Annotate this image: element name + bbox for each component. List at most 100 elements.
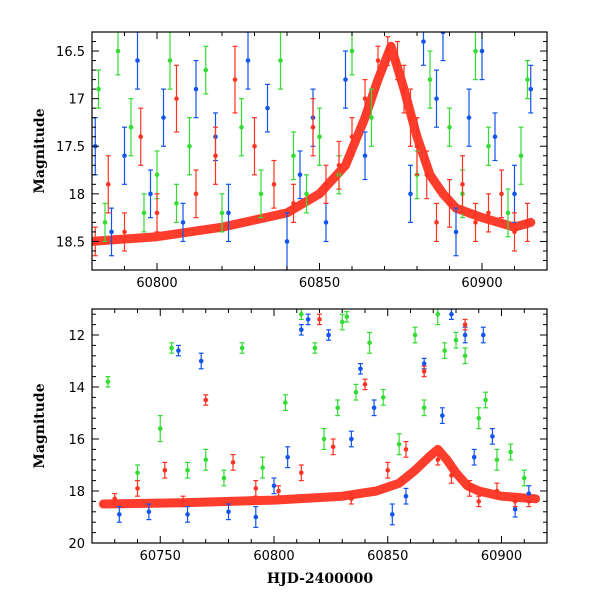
bottom-data-point-blue bbox=[305, 313, 311, 326]
top-data-point-red bbox=[473, 202, 478, 243]
top-data-point-green bbox=[291, 131, 296, 181]
top-data-point-blue bbox=[161, 88, 166, 147]
top-data-point-green bbox=[203, 45, 209, 95]
bottom-data-point-red bbox=[467, 480, 473, 497]
bottom-data-point-blue bbox=[198, 352, 204, 370]
top-data-point-red bbox=[375, 45, 381, 76]
top-data-point-red bbox=[385, 36, 391, 66]
top-light-curve-panel: 60800 60850 60900 16.5 17 17.5 18 18.5 Magnitud… bbox=[32, 31, 548, 291]
bottom-data-point-red bbox=[476, 495, 482, 508]
bottom-data-point-blue bbox=[226, 503, 231, 521]
bottom-data-point-red bbox=[462, 318, 468, 331]
bottom-data-point-green bbox=[135, 464, 140, 482]
top-data-point-red bbox=[512, 212, 517, 252]
bottom-data-point-red bbox=[317, 313, 322, 326]
bottom-data-point-blue bbox=[439, 407, 445, 424]
bottom-data-point-green bbox=[335, 399, 341, 417]
top-data-point-red bbox=[408, 88, 413, 147]
top-data-point-blue bbox=[343, 50, 348, 109]
top-data-point-red bbox=[499, 169, 504, 219]
top-x-tick-label: 60900 bbox=[461, 276, 502, 291]
top-data-point-red bbox=[525, 202, 530, 243]
bottom-y-tick-label: 16 bbox=[68, 433, 85, 448]
bottom-data-point-red bbox=[512, 495, 518, 508]
bottom-data-point-red bbox=[330, 438, 336, 456]
bottom-x-tick-label: 60900 bbox=[481, 549, 522, 564]
bottom-data-point-blue bbox=[480, 326, 486, 344]
top-data-point-blue bbox=[453, 207, 459, 257]
top-data-point-blue bbox=[479, 32, 485, 81]
top-data-point-red bbox=[349, 117, 355, 157]
top-data-point-blue bbox=[421, 32, 426, 66]
top-data-point-blue bbox=[180, 202, 186, 243]
bottom-data-point-blue bbox=[348, 430, 354, 448]
top-x-tick-label: 60850 bbox=[299, 276, 340, 291]
bottom-data-point-red bbox=[526, 495, 532, 508]
bottom-data-point-red bbox=[112, 493, 118, 505]
bottom-data-point-blue bbox=[448, 309, 454, 320]
bottom-data-point-green bbox=[260, 456, 266, 479]
top-data-point-blue bbox=[109, 207, 114, 257]
top-data-point-red bbox=[486, 193, 491, 233]
bottom-data-point-blue bbox=[471, 448, 477, 466]
top-y-tick-label: 17 bbox=[68, 93, 85, 108]
top-data-point-red bbox=[401, 64, 407, 114]
top-data-point-green bbox=[317, 107, 322, 166]
bottom-data-point-green bbox=[453, 331, 459, 349]
bottom-data-point-green bbox=[435, 309, 441, 326]
top-data-point-red bbox=[336, 140, 342, 190]
bottom-data-point-green bbox=[282, 394, 288, 411]
top-data-point-red bbox=[460, 155, 465, 214]
bottom-data-point-green bbox=[353, 383, 359, 401]
bottom-x-tick-label: 60750 bbox=[140, 549, 181, 564]
bottom-data-point-green bbox=[396, 433, 402, 456]
top-data-point-blue bbox=[135, 32, 140, 90]
bottom-data-point-blue bbox=[389, 503, 395, 526]
bottom-data-point-green bbox=[483, 391, 489, 409]
bottom-data-point-green bbox=[185, 461, 191, 479]
top-data-point-blue bbox=[492, 112, 498, 162]
bottom-data-point-red bbox=[135, 480, 140, 497]
top-data-point-green bbox=[174, 183, 179, 223]
bottom-data-point-green bbox=[508, 443, 514, 461]
bottom-data-point-red bbox=[348, 493, 354, 505]
bottom-data-point-blue bbox=[285, 446, 291, 469]
top-data-point-green bbox=[115, 32, 121, 76]
bottom-data-point-red bbox=[421, 365, 427, 378]
bottom-data-point-green bbox=[157, 415, 163, 443]
bottom-x-axis-label: HJD-2400000 bbox=[267, 571, 374, 587]
top-data-point-green bbox=[427, 50, 433, 109]
top-data-point-blue bbox=[122, 126, 127, 185]
bottom-data-point-red bbox=[276, 485, 282, 497]
bottom-data-point-blue bbox=[146, 503, 152, 521]
bottom-y-tick-label: 14 bbox=[68, 381, 85, 396]
top-data-point-green bbox=[525, 59, 530, 100]
bottom-data-point-green bbox=[380, 389, 386, 406]
top-data-point-red bbox=[323, 164, 329, 204]
bottom-data-point-red bbox=[494, 482, 500, 500]
top-data-point-red bbox=[310, 98, 316, 157]
top-data-point-green bbox=[505, 188, 511, 238]
top-data-point-red bbox=[447, 178, 452, 228]
bottom-data-point-green bbox=[462, 347, 468, 365]
bottom-data-point-blue bbox=[298, 324, 304, 336]
bottom-x-tick-label: 60800 bbox=[253, 549, 294, 564]
bottom-data-point-blue bbox=[253, 506, 259, 529]
bottom-data-point-blue bbox=[489, 428, 495, 445]
bottom-x-tick-label: 60850 bbox=[367, 549, 408, 564]
top-data-point-green bbox=[154, 150, 160, 200]
top-data-point-red bbox=[291, 183, 296, 223]
top-data-point-blue bbox=[148, 169, 153, 219]
top-y-tick-label: 17.5 bbox=[56, 140, 85, 155]
bottom-data-point-red bbox=[253, 480, 259, 497]
bottom-data-point-blue bbox=[185, 506, 191, 523]
top-data-point-green bbox=[258, 169, 264, 219]
top-data-point-green bbox=[219, 193, 225, 233]
bottom-y-tick-label: 18 bbox=[68, 485, 85, 500]
bottom-data-point-red bbox=[403, 441, 409, 458]
top-data-point-red bbox=[424, 150, 430, 200]
bottom-data-point-green bbox=[442, 342, 448, 359]
bottom-data-point-green bbox=[298, 309, 304, 320]
bottom-data-point-green bbox=[203, 448, 209, 471]
